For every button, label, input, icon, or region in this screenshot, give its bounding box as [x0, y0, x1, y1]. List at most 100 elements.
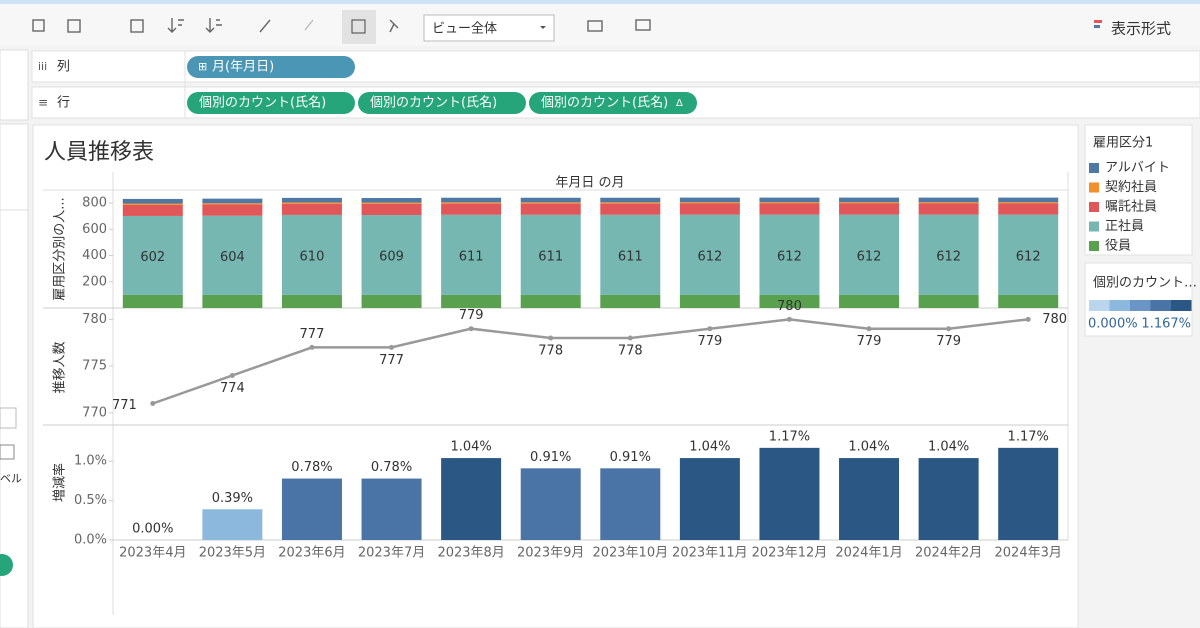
bar-segment	[600, 202, 661, 204]
bar	[281, 478, 342, 540]
data-label: 777	[379, 353, 404, 368]
y-tick-label: 0.0%	[74, 533, 107, 548]
x-tick-label: 2024年1月	[835, 546, 902, 561]
icon[interactable]	[130, 19, 144, 33]
y-tick-label: 400	[82, 248, 107, 263]
bar-segment	[759, 214, 820, 295]
bar-segment	[361, 294, 422, 308]
pill[interactable]	[187, 56, 355, 78]
point	[229, 372, 235, 378]
columns-icon: iii	[38, 60, 47, 73]
top-strip	[0, 0, 1200, 4]
pill[interactable]	[358, 92, 526, 114]
point	[707, 326, 713, 332]
data-label: 778	[618, 344, 643, 359]
format-icon	[1094, 20, 1102, 23]
legend-label: 役員	[1105, 239, 1131, 254]
bar-segment	[759, 294, 820, 308]
bar-segment	[918, 203, 979, 215]
bar-segment	[441, 203, 502, 215]
column-header: 年月日 の月	[555, 176, 624, 191]
bar-segment	[679, 197, 740, 203]
pill-text: 個別のカウント(氏名)	[199, 95, 326, 111]
x-tick-label: 2023年12月	[752, 546, 828, 561]
icon[interactable]	[259, 19, 271, 33]
pill-text: 個別のカウント(氏名)	[541, 95, 668, 111]
bar-segment	[361, 197, 422, 203]
icon[interactable]	[67, 19, 81, 33]
bar	[202, 509, 263, 540]
bar-segment	[759, 197, 820, 203]
y-tick-label: 775	[82, 359, 107, 374]
y-tick-label: 800	[82, 196, 107, 211]
data-label: 778	[538, 344, 563, 359]
bar-segment	[839, 214, 900, 295]
bar-segment	[202, 203, 263, 205]
bar-segment	[520, 197, 581, 203]
bar-segment	[281, 202, 342, 204]
icon[interactable]	[304, 19, 314, 31]
side-dropdown[interactable]	[0, 407, 17, 429]
icon[interactable]	[635, 19, 651, 31]
fit-dropdown[interactable]	[423, 14, 555, 42]
x-tick-label: 2023年11月	[672, 546, 748, 561]
toggle-active[interactable]	[342, 10, 376, 44]
point	[627, 335, 633, 341]
pill-icon: Δ	[676, 98, 683, 109]
legend-title: 個別のカウント…	[1093, 276, 1197, 291]
icon[interactable]	[205, 18, 222, 33]
pill[interactable]	[187, 92, 355, 114]
x-tick-label: 2023年7月	[358, 546, 425, 561]
bar-segment	[281, 203, 342, 215]
bar	[520, 468, 581, 540]
toolbar	[0, 4, 1200, 46]
icon[interactable]	[389, 19, 399, 33]
bar-segment	[679, 214, 740, 295]
dropdown-arrow	[540, 26, 546, 29]
pill[interactable]	[529, 92, 697, 114]
side-text: ベル	[0, 472, 22, 485]
legend-swatch	[1089, 182, 1099, 193]
format-button[interactable]: 表示形式	[1111, 20, 1171, 38]
side-button[interactable]	[0, 554, 13, 576]
data-label: 780	[777, 299, 802, 314]
bar-segment	[281, 197, 342, 203]
data-label: 0.00%	[132, 522, 173, 537]
data-label: 779	[857, 334, 882, 349]
bar	[441, 458, 502, 540]
bar-segment	[202, 204, 263, 216]
icon	[351, 19, 366, 34]
data-label: 610	[300, 249, 325, 264]
legend-label: 契約社員	[1105, 180, 1157, 195]
data-label: 611	[538, 249, 563, 264]
legend-step	[1109, 300, 1130, 311]
toolbar-icons	[32, 18, 651, 33]
y-tick-label: 780	[82, 312, 107, 327]
bar-segment	[281, 294, 342, 308]
x-tick-label: 2023年5月	[199, 546, 266, 561]
bar-segment	[839, 197, 900, 203]
data-label: 1.04%	[450, 440, 491, 455]
side-icon[interactable]	[0, 444, 15, 460]
bar-segment	[679, 294, 740, 308]
bar-segment	[122, 215, 183, 295]
bar-segment	[361, 215, 422, 295]
bar	[998, 447, 1059, 540]
icon[interactable]	[32, 19, 45, 32]
data-label: 612	[777, 249, 802, 264]
bar-segment	[520, 294, 581, 308]
bar-segment	[759, 203, 820, 215]
bar-segment	[998, 202, 1059, 204]
legend-min: 0.000%	[1088, 317, 1138, 332]
bar-segment	[122, 294, 183, 308]
format-icon	[1094, 25, 1100, 28]
bar-segment	[759, 202, 820, 204]
bar-segment	[600, 197, 661, 203]
icon[interactable]	[587, 20, 603, 32]
data-label: 612	[857, 249, 882, 264]
bar-segment	[998, 214, 1059, 295]
rows-label: 行	[57, 96, 70, 111]
x-tick-label: 2023年10月	[592, 546, 668, 561]
icon[interactable]	[167, 18, 184, 33]
